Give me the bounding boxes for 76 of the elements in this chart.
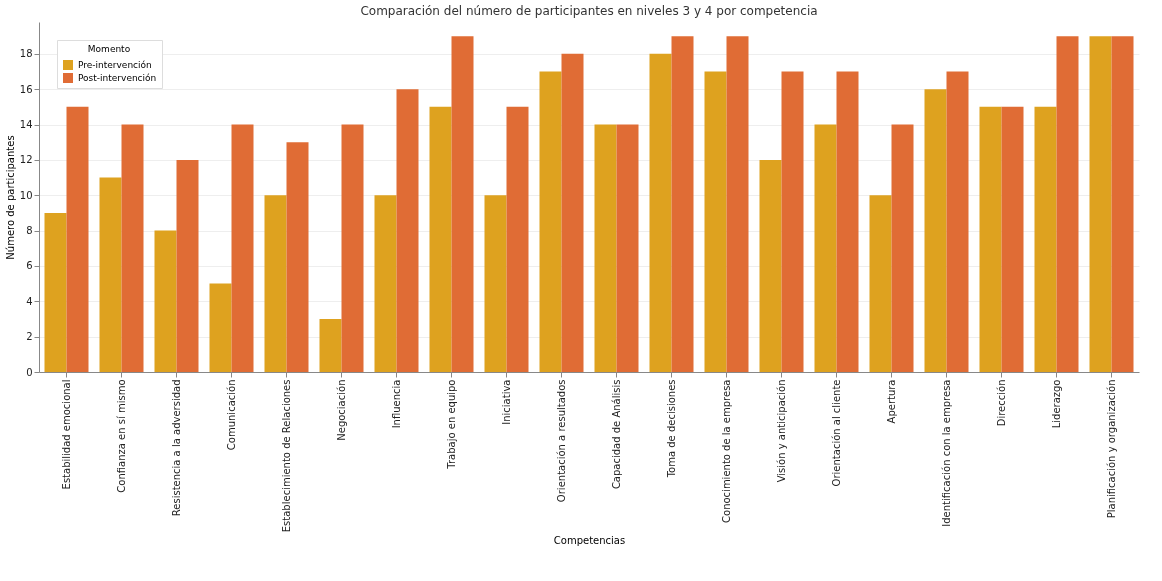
bar	[231, 124, 254, 372]
bar	[671, 36, 694, 372]
y-tick-label: 18	[19, 48, 33, 60]
bar	[1001, 106, 1024, 372]
bar	[341, 124, 364, 372]
bar	[484, 195, 507, 372]
x-tick-label: Toma de decisiones	[665, 379, 677, 479]
bar	[539, 71, 562, 372]
y-tick-label: 2	[26, 331, 33, 343]
x-tick-label: Conocimiento de la empresa	[720, 379, 732, 523]
bar	[1111, 36, 1134, 372]
bar	[726, 36, 749, 372]
bar	[1034, 106, 1057, 372]
y-tick-label: 8	[26, 225, 33, 237]
bar	[374, 195, 397, 372]
bar	[1056, 36, 1079, 372]
x-tick-label: Trabajo en equipo	[445, 379, 457, 470]
y-axis-title: Número de participantes	[4, 135, 16, 260]
bar	[99, 177, 122, 372]
y-tick-label: 14	[19, 119, 33, 131]
x-tick-label: Resistencia a la adversidad	[170, 379, 182, 517]
x-tick-label: Dirección	[995, 379, 1007, 427]
x-tick-label: Iniciativa	[500, 379, 512, 425]
x-tick-label: Negociación	[335, 379, 347, 441]
y-tick-label: 4	[26, 295, 33, 307]
x-tick-label: Apertura	[885, 379, 897, 424]
x-tick-label: Orientación a resultados	[555, 379, 567, 503]
bar	[264, 195, 287, 372]
bar	[759, 159, 782, 372]
y-tick-label: 10	[19, 189, 33, 201]
bar	[891, 124, 914, 372]
bar	[506, 106, 529, 372]
legend-title: Momento	[87, 44, 131, 54]
y-tick-label: 12	[19, 154, 33, 166]
x-tick-label: Identificación con la empresa	[940, 379, 952, 527]
bar	[66, 106, 89, 372]
bar	[286, 142, 309, 372]
chart-title: Comparación del número de participantes en niveles 3 y 4 por competencia	[360, 4, 818, 18]
x-tick-label: Estabilidad emocional	[60, 379, 72, 490]
bar	[836, 71, 859, 372]
bar	[616, 124, 639, 372]
bar	[704, 71, 727, 372]
y-tick-label: 6	[26, 260, 33, 272]
y-tick-label: 0	[26, 366, 33, 378]
x-tick-label: Planificación y organización	[1105, 379, 1117, 519]
bar	[946, 71, 969, 372]
bar	[451, 36, 474, 372]
x-tick-label: Influencia	[390, 379, 402, 429]
bar	[1089, 36, 1112, 372]
legend-label: Post-intervención	[78, 73, 157, 83]
x-tick-label: Visión y anticipación	[775, 379, 787, 483]
bar	[869, 195, 892, 372]
x-axis-title: Competencias	[553, 535, 626, 547]
bar	[781, 71, 804, 372]
bar	[429, 106, 452, 372]
bar	[979, 106, 1002, 372]
x-tick-label: Liderazgo	[1050, 379, 1062, 429]
bar	[396, 89, 419, 372]
bar	[649, 53, 672, 372]
x-tick-label: Confianza en sí mismo	[115, 379, 127, 493]
bar	[814, 124, 837, 372]
bar	[121, 124, 144, 372]
bar	[561, 53, 584, 372]
bar	[176, 159, 199, 372]
bar	[594, 124, 617, 372]
x-tick-label: Establecimiento de Relaciones	[280, 379, 292, 533]
x-tick-label: Comunicación	[225, 379, 237, 451]
bar	[924, 89, 947, 372]
legend-label: Pre-intervención	[78, 60, 152, 70]
y-tick-label: 16	[19, 83, 33, 95]
x-tick-label: Capacidad de Análisis	[610, 379, 622, 490]
bar	[209, 283, 232, 372]
bar	[319, 318, 342, 372]
x-tick-label: Orientación al cliente	[830, 379, 842, 487]
bar	[154, 230, 177, 372]
bar	[44, 212, 67, 372]
